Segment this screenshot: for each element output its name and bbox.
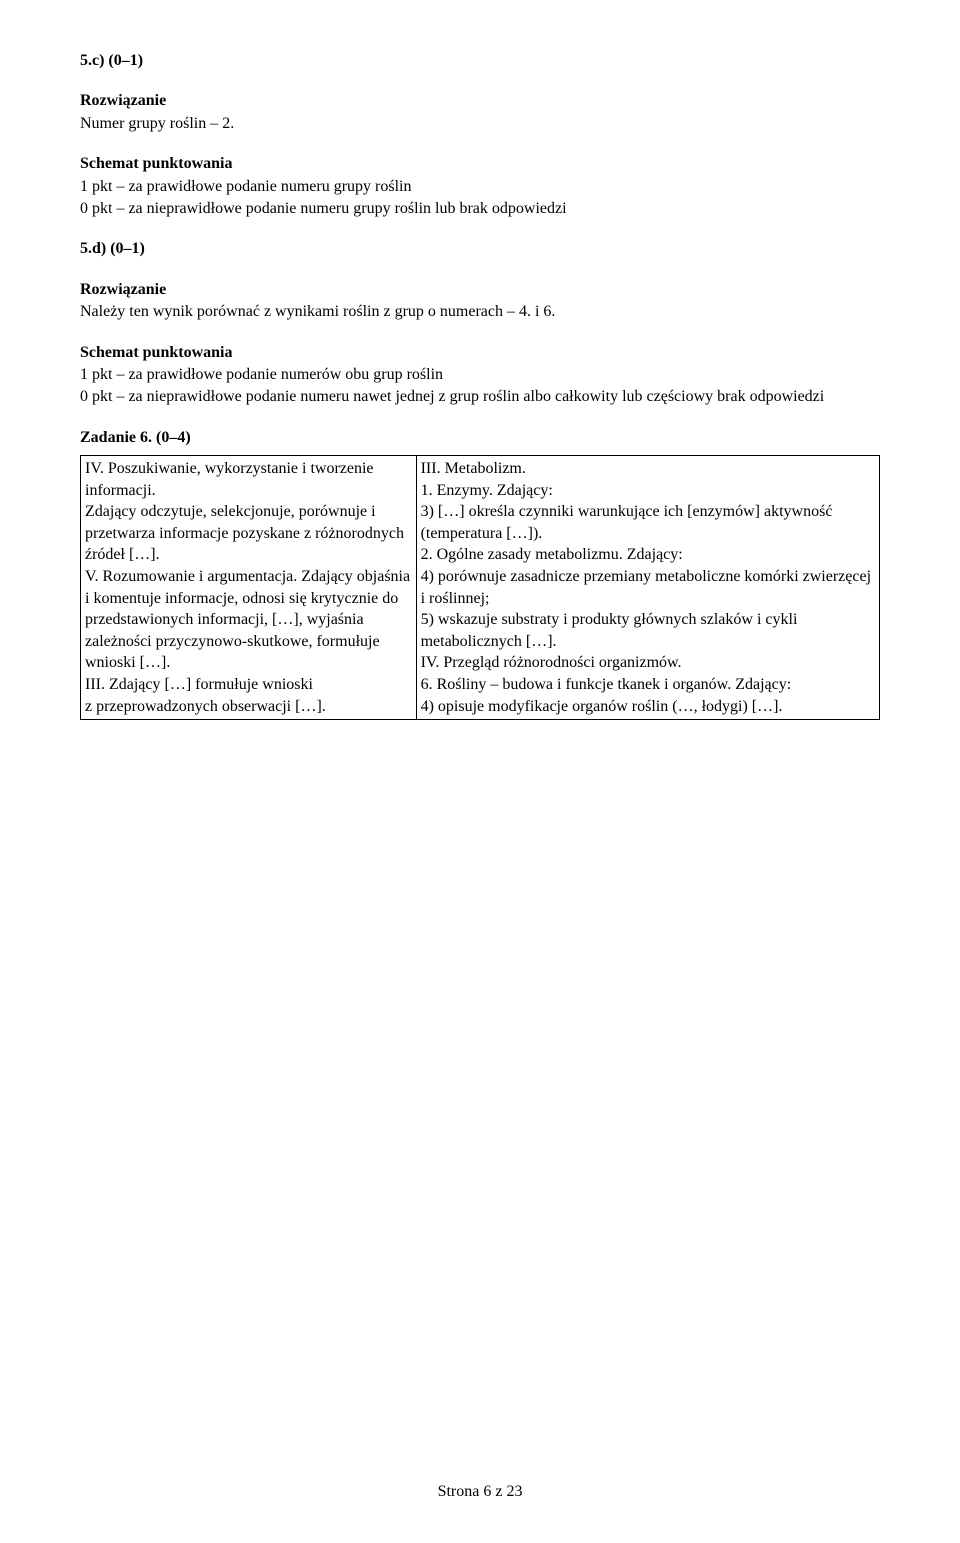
criteria-right-text: III. Metabolizm. 1. Enzymy. Zdający: 3) … <box>421 460 871 715</box>
task-5c-block: 5.c) (0–1) Rozwiązanie Numer grupy rośli… <box>80 50 880 220</box>
task-6-block: Zadanie 6. (0–4) IV. Poszukiwanie, wykor… <box>80 427 880 721</box>
page-footer: Strona 6 z 23 <box>0 1481 960 1503</box>
task-5d-block: 5.d) (0–1) Rozwiązanie Należy ten wynik … <box>80 238 880 408</box>
task-5c-heading: 5.c) (0–1) <box>80 50 880 72</box>
rozwiazanie-label: Rozwiązanie <box>80 90 880 112</box>
criteria-left-text: IV. Poszukiwanie, wykorzystanie i tworze… <box>85 460 410 715</box>
schemat-label: Schemat punktowania <box>80 153 880 175</box>
schemat-line-1: 1 pkt – za prawidłowe podanie numeru gru… <box>80 176 880 198</box>
rozwiazanie-label: Rozwiązanie <box>80 279 880 301</box>
schemat-label: Schemat punktowania <box>80 342 880 364</box>
schemat-line-1: 1 pkt – za prawidłowe podanie numerów ob… <box>80 364 880 386</box>
rozwiazanie-text: Numer grupy roślin – 2. <box>80 113 880 135</box>
criteria-left-cell: IV. Poszukiwanie, wykorzystanie i tworze… <box>81 456 417 720</box>
task-5d-heading: 5.d) (0–1) <box>80 238 880 260</box>
task-6-heading: Zadanie 6. (0–4) <box>80 427 880 449</box>
criteria-table: IV. Poszukiwanie, wykorzystanie i tworze… <box>80 455 880 720</box>
schemat-line-2: 0 pkt – za nieprawidłowe podanie numeru … <box>80 198 880 220</box>
criteria-right-cell: III. Metabolizm. 1. Enzymy. Zdający: 3) … <box>416 456 879 720</box>
rozwiazanie-text: Należy ten wynik porównać z wynikami roś… <box>80 301 880 323</box>
schemat-line-2: 0 pkt – za nieprawidłowe podanie numeru … <box>80 386 880 408</box>
